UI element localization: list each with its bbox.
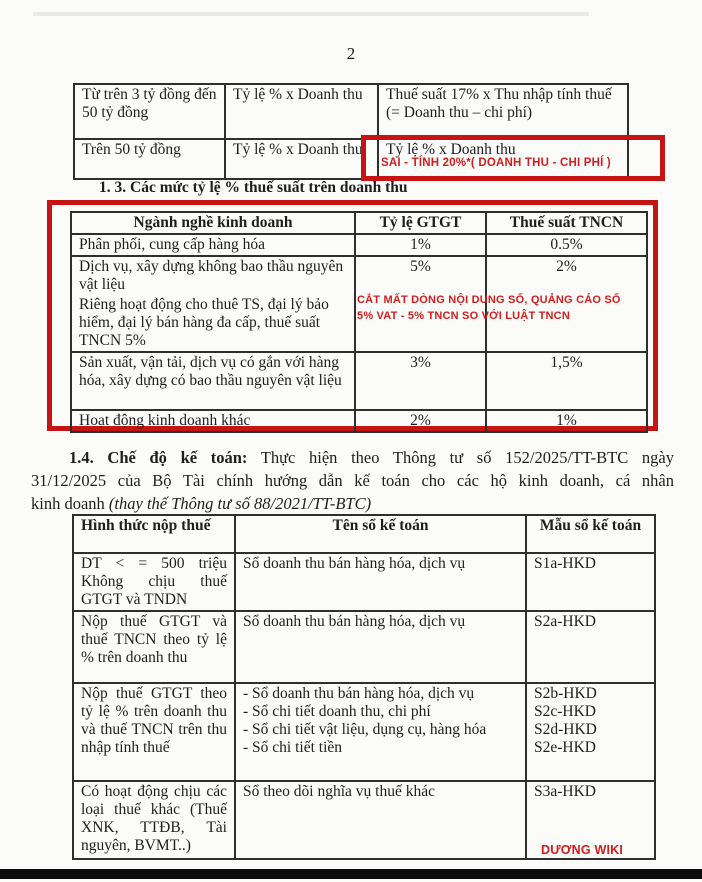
table-header-row: Hình thức nộp thuế Tên sổ kế toán Mẫu sổ… (74, 516, 654, 554)
cell-tax-form: Có hoạt động chịu các loại thuế khác (Th… (81, 783, 227, 854)
cell-book-code: S2b-HKD S2c-HKD S2d-HKD S2e-HKD (525, 684, 654, 780)
cell-tncn: 0.5% (485, 235, 646, 255)
bottom-scan-bar (0, 869, 702, 879)
page-number: 2 (346, 44, 356, 63)
cell-industry: Phân phối, cung cấp hàng hóa (79, 236, 265, 253)
header-gtgt: Tỷ lệ GTGT (354, 213, 485, 233)
cell-industry: Dịch vụ, xây dựng không bao thầu nguyên … (79, 258, 344, 293)
cell-industry: Riêng hoạt động cho thuê TS, đại lý bảo … (79, 296, 329, 349)
cut-content-annotation-line: CẮT MẤT DÒNG NỘI DUNG SỐ, QUẢNG CÁO SỐ (357, 294, 621, 306)
section-1-3-heading: 1. 3. Các mức tỷ lệ % thuế suất trên doa… (99, 179, 408, 196)
cell-gtgt: 5% (354, 257, 485, 295)
section-1-4-paragraph: 1.4. Chế độ kế toán: Thực hiện theo Thôn… (31, 446, 674, 515)
cell-tncn: 1,5% (485, 353, 646, 409)
rate-table: Ngành nghề kinh doanh Tỷ lệ GTGT Thuế su… (70, 211, 648, 433)
table-cell-method: Tỷ lệ % x Doanh thu (224, 140, 377, 178)
book-code-item: S2c-HKD (534, 703, 596, 720)
header-industry: Ngành nghề kinh doanh (133, 214, 293, 231)
book-code-item: S2e-HKD (534, 739, 596, 756)
table-row: Phân phối, cung cấp hàng hóa 1% 0.5% (72, 235, 646, 257)
table-cell-formula: Tỷ lệ % x Doanh thu (377, 140, 627, 178)
cell-tax-form: DT < = 500 triệu Không chịu thuế GTGT và… (81, 555, 227, 608)
cut-content-annotation-line: 5% VAT - 5% TNCN SO VỚI LUẬT TNCN (357, 310, 570, 322)
table-row: Có hoạt động chịu các loại thuế khác (Th… (74, 782, 654, 858)
error-annotation-text: SAI - TÍNH 20%*( DOANH THU - CHI PHÍ ) (381, 157, 611, 169)
paragraph-text: Thực hiện theo Thông tư số 152/2025/TT-B… (247, 448, 674, 467)
cell-book-code: S1a-HKD (525, 554, 654, 610)
cell-book-name: - Sổ doanh thu bán hàng hóa, dịch vụ - S… (234, 684, 525, 780)
table-cell-revenue-range: Từ trên 3 tỷ đồng đến 50 tỷ đồng (82, 86, 217, 121)
cell-gtgt (354, 295, 485, 351)
section-1-4-label: 1.4. Chế độ kế toán: (69, 448, 248, 467)
header-book-name: Tên sổ kế toán (234, 516, 525, 552)
cell-gtgt: 1% (354, 235, 485, 255)
table-row: DT < = 500 triệu Không chịu thuế GTGT và… (74, 554, 654, 612)
header-book-code: Mẫu sổ kế toán (525, 516, 654, 552)
duong-wiki-watermark: DƯƠNG WIKI (541, 843, 624, 857)
table-cell-revenue-range: Trên 50 tỷ đồng (82, 141, 181, 158)
table-row: Nộp thuế GTGT theo tỷ lệ % trên doanh th… (74, 684, 654, 782)
tax-method-table: Từ trên 3 tỷ đồng đến 50 tỷ đồng Tỷ lệ %… (73, 83, 629, 180)
cell-tncn (485, 295, 646, 351)
table-row: Từ trên 3 tỷ đồng đến 50 tỷ đồng Tỷ lệ %… (75, 85, 627, 140)
cell-gtgt: 3% (354, 353, 485, 409)
table-row: Nộp thuế GTGT và thuế TNCN theo tỷ lệ % … (74, 612, 654, 684)
cell-tncn: 2% (485, 257, 646, 295)
header-tncn: Thuế suất TNCN (485, 213, 646, 233)
cell-industry: Sản xuất, vận tải, dịch vụ có gắn với hà… (79, 354, 342, 389)
formula-line: (= Doanh thu – chi phí) (386, 104, 533, 121)
formula-line: Thuế suất 17% x Thu nhập tính thuế (386, 86, 612, 103)
cell-book-code: S2a-HKD (525, 612, 654, 682)
paragraph-line: kinh doanh (thay thế Thông tư số 88/2021… (31, 492, 674, 515)
scan-artifact-band (33, 12, 589, 16)
book-list-item: - Sổ doanh thu bán hàng hóa, dịch vụ (243, 685, 475, 702)
cell-gtgt: 2% (354, 411, 485, 431)
table-cell-formula: Thuế suất 17% x Thu nhập tính thuế (= Do… (377, 85, 627, 138)
table-row: Hoạt động kinh doanh khác 2% 1% (72, 411, 646, 431)
cell-book-name: Sổ doanh thu bán hàng hóa, dịch vụ (234, 612, 525, 682)
book-code-item: S2b-HKD (534, 685, 597, 702)
book-list-item: - Sổ chi tiết doanh thu, chi phí (243, 703, 431, 720)
cut-content-annotation: CẮT MẤT DÒNG NỘI DUNG SỐ, QUẢNG CÁO SỐ 5… (357, 292, 657, 324)
book-list-item: - Sổ chi tiết tiền (243, 739, 343, 756)
cell-industry: Hoạt động kinh doanh khác (79, 412, 251, 429)
table-row: Trên 50 tỷ đồng Tỷ lệ % x Doanh thu Tỷ l… (75, 140, 627, 178)
cell-book-name: Sổ theo dõi nghĩa vụ thuế khác (234, 782, 525, 858)
cell-book-code: S3a-HKD (525, 782, 654, 858)
book-code-item: S2d-HKD (534, 721, 597, 738)
error-annotation-box (361, 135, 665, 181)
table-header-row: Ngành nghề kinh doanh Tỷ lệ GTGT Thuế su… (72, 213, 646, 235)
cell-tax-form: Nộp thuế GTGT và thuế TNCN theo tỷ lệ % … (81, 613, 227, 666)
cell-book-name: Sổ doanh thu bán hàng hóa, dịch vụ (234, 554, 525, 610)
table-row: Dịch vụ, xây dựng không bao thầu nguyên … (72, 257, 646, 295)
header-tax-form: Hình thức nộp thuế (81, 517, 211, 534)
table-row: Riêng hoạt động cho thuê TS, đại lý bảo … (72, 295, 646, 353)
table-cell-method: Tỷ lệ % x Doanh thu (224, 85, 377, 138)
cell-tncn: 1% (485, 411, 646, 431)
rate-table-annotation-box (47, 200, 658, 431)
paragraph-line: 1.4. Chế độ kế toán: Thực hiện theo Thôn… (31, 446, 674, 469)
cell-tax-form: Nộp thuế GTGT theo tỷ lệ % trên doanh th… (81, 685, 227, 756)
paragraph-text: kinh doanh (31, 494, 109, 513)
table-row: Sản xuất, vận tải, dịch vụ có gắn với hà… (72, 353, 646, 411)
paragraph-text-italic: (thay thế Thông tư số 88/2021/TT-BTC) (108, 494, 372, 513)
accounting-books-table: Hình thức nộp thuế Tên sổ kế toán Mẫu sổ… (72, 514, 656, 860)
book-list-item: - Sổ chi tiết vật liệu, dụng cụ, hàng hó… (243, 721, 487, 738)
paragraph-line: 31/12/2025 của Bộ Tài chính hướng dẫn kế… (31, 471, 674, 490)
